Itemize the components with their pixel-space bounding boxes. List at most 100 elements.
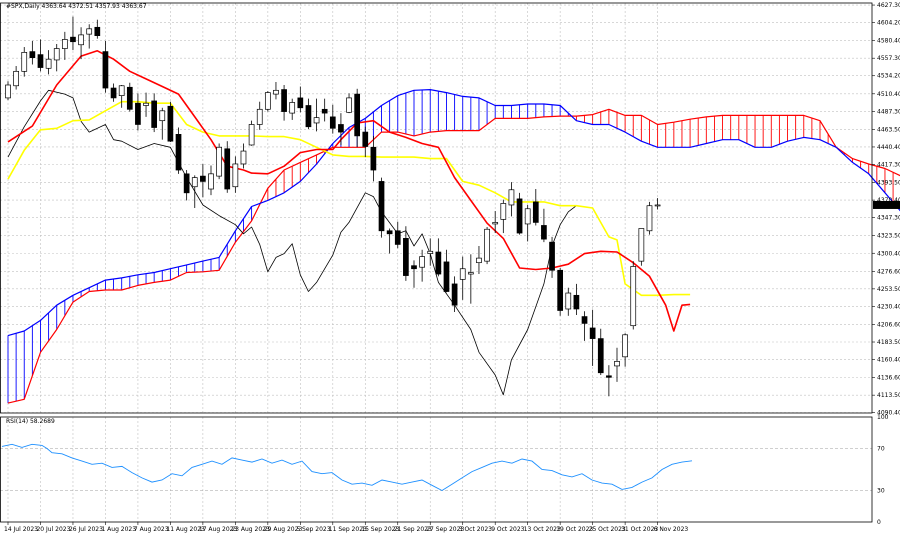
candle-body — [281, 89, 287, 112]
candle-body — [37, 54, 44, 68]
candle — [476, 245, 482, 275]
y-tick-label: 4323.50 — [877, 233, 900, 240]
candle — [378, 177, 385, 238]
candle — [394, 221, 401, 249]
x-tick-label: 26 Jul 2023 — [69, 526, 103, 533]
candle-body — [484, 228, 490, 262]
candle — [411, 260, 417, 288]
x-tick-label: 23 Aug 2023 — [231, 526, 270, 533]
candle-body — [565, 292, 572, 310]
candle — [338, 113, 344, 145]
x-tick-label: 21 Sep 2023 — [394, 526, 432, 533]
senkou-span-a-line — [7, 108, 900, 404]
candle — [549, 236, 555, 278]
kijun-sen-line — [7, 100, 691, 297]
y-tick-label: 4206.60 — [877, 321, 900, 328]
x-tick-label: 1 Aug 2023 — [101, 526, 136, 533]
senkou-span-b-line — [7, 88, 900, 337]
candle-body — [411, 265, 417, 270]
candle-body — [86, 28, 93, 35]
candle — [630, 261, 637, 330]
candle — [216, 143, 222, 180]
candle — [175, 127, 182, 174]
candle-body — [329, 116, 336, 129]
candle-body — [151, 100, 158, 128]
candle — [557, 267, 564, 316]
y-tick-label: 4510.40 — [877, 91, 900, 98]
candle-body — [346, 97, 352, 113]
candle — [541, 208, 547, 243]
candle-body — [159, 110, 166, 122]
candle — [638, 228, 645, 266]
candle — [289, 98, 296, 120]
candle — [183, 170, 190, 201]
candle-body — [305, 105, 312, 128]
candle — [86, 24, 93, 49]
candle-body — [394, 230, 401, 245]
candle-body — [403, 238, 409, 276]
candle — [159, 107, 166, 140]
chikou-span-line — [7, 89, 577, 396]
x-tick-label: 31 Oct 2023 — [621, 526, 658, 533]
candle — [500, 199, 507, 234]
candle — [614, 347, 620, 382]
candle — [313, 98, 320, 132]
candle — [224, 141, 231, 193]
candle — [459, 256, 466, 300]
candle — [435, 238, 442, 277]
rsi-tick-label: 100 — [877, 414, 889, 421]
candle-body — [557, 269, 564, 311]
candle — [94, 19, 101, 39]
candle-body — [451, 283, 458, 306]
candle-body — [443, 261, 450, 292]
rsi-panel — [0, 443, 872, 492]
candle — [167, 101, 174, 142]
candle-body — [581, 316, 588, 324]
y-tick-label: 4090.40 — [877, 410, 900, 417]
candle — [37, 39, 44, 72]
y-tick-label: 4347.30 — [877, 215, 900, 222]
candle-body — [297, 97, 304, 109]
candle-body — [256, 108, 263, 125]
candle-body — [175, 134, 182, 171]
candle-body — [208, 173, 214, 190]
candle — [61, 31, 68, 60]
candle — [329, 104, 336, 134]
axes: 4627.30 4604.20 4580.40 4557.30 4534.20 4510.… — [4, 2, 900, 533]
candle — [102, 40, 109, 93]
candle-body — [516, 198, 523, 234]
candle-body — [614, 361, 620, 367]
candle — [403, 226, 409, 281]
candle-body — [419, 256, 425, 268]
candle — [200, 163, 206, 198]
candle-body — [622, 334, 628, 358]
candle-body — [224, 148, 231, 190]
candle — [232, 156, 239, 193]
x-tick-label: 14 Jul 2023 — [4, 526, 38, 533]
candle — [151, 93, 158, 133]
candle-body — [61, 39, 68, 49]
candle-body — [508, 189, 515, 206]
candle — [419, 249, 425, 282]
candle-body — [78, 34, 84, 46]
x-tick-label: 25 Oct 2023 — [589, 526, 626, 533]
x-tick-label: 7 Aug 2023 — [134, 526, 169, 533]
x-tick-label: 3 Oct 2023 — [459, 526, 492, 533]
candle — [256, 101, 263, 130]
candle — [427, 238, 434, 266]
rsi-tick-label: 0 — [877, 519, 881, 526]
candle-body — [524, 208, 531, 225]
y-tick-label: 4417.30 — [877, 161, 900, 168]
candle — [508, 182, 515, 217]
grid — [0, 3, 872, 522]
candle-body — [459, 268, 466, 280]
candle-body — [118, 85, 125, 96]
candle — [45, 50, 52, 75]
candle-body — [126, 86, 133, 110]
y-tick-label: 4604.20 — [877, 20, 900, 27]
candle — [532, 189, 539, 226]
candle — [654, 198, 661, 210]
x-tick-label: 27 Sep 2023 — [426, 526, 464, 533]
candle — [143, 92, 149, 117]
